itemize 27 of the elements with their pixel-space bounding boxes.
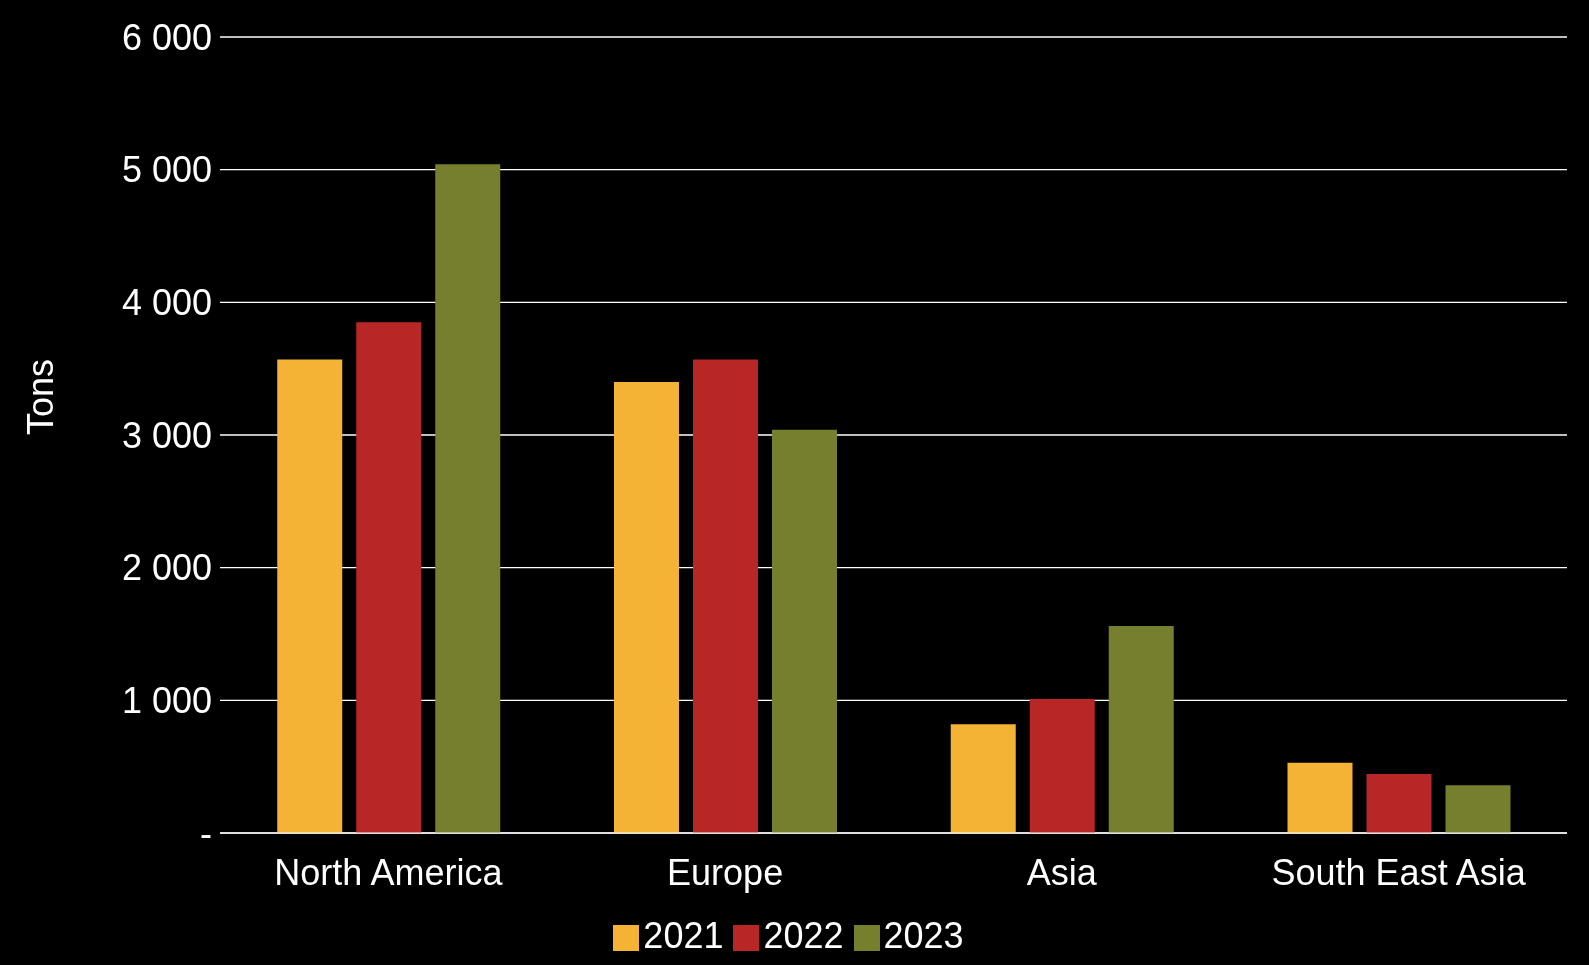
y-tick-label: 5 000 [121, 149, 212, 191]
bar [614, 381, 679, 833]
x-tick-label: Asia [1026, 851, 1098, 893]
bar [1029, 699, 1095, 833]
bar [1287, 762, 1353, 833]
bar [435, 164, 501, 833]
legend-label: 2022 [763, 915, 844, 956]
bar [1445, 785, 1511, 833]
bar [356, 322, 422, 833]
y-axis-title: Tons [19, 358, 61, 435]
bar [1108, 626, 1174, 833]
legend-label: 2023 [883, 915, 964, 956]
x-tick-label: South East Asia [1271, 851, 1527, 893]
bar [772, 429, 837, 833]
bar [693, 359, 758, 833]
x-tick-label: North America [274, 851, 504, 893]
y-tick-label: 2 000 [121, 547, 212, 589]
y-tick-label: 4 000 [121, 282, 212, 324]
legend-label: 2021 [643, 915, 724, 956]
x-tick-label: Europe [667, 851, 784, 893]
y-tick-label: - [200, 812, 212, 854]
y-tick-label: 3 000 [121, 414, 212, 456]
bar [950, 724, 1016, 833]
bar [277, 359, 343, 833]
y-tick-label: 1 000 [121, 680, 212, 722]
y-tick-label: 6 000 [121, 16, 212, 58]
bar [1366, 773, 1432, 833]
